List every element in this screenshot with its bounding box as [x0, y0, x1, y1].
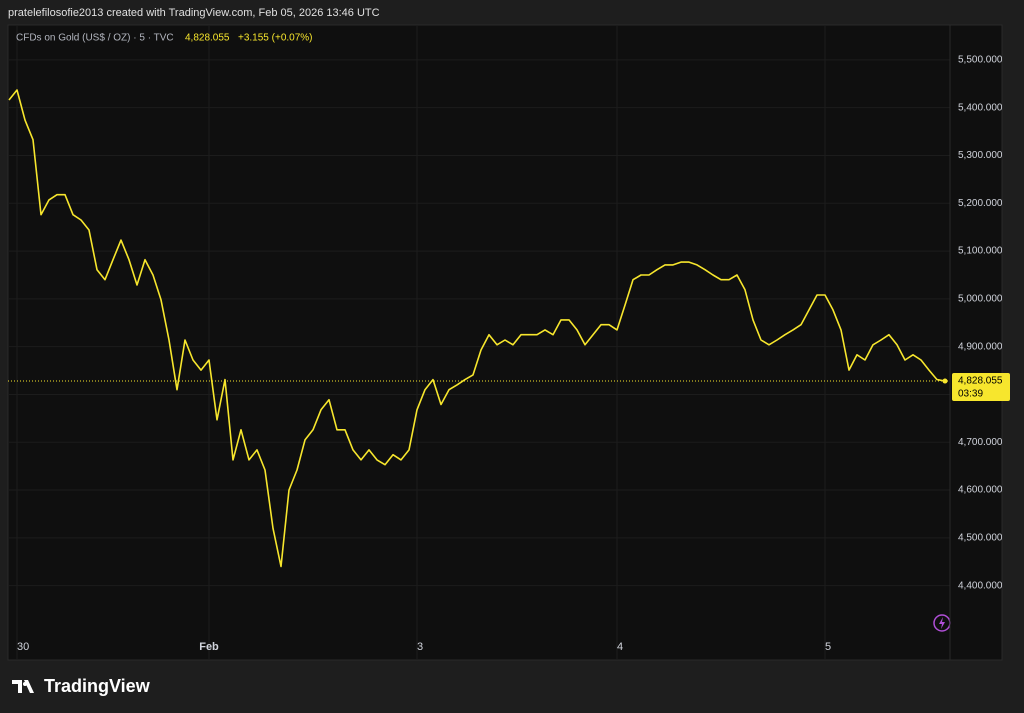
- last-price-label: 4,828.055: [958, 376, 1003, 387]
- y-tick-label: 5,500.000: [958, 55, 1003, 66]
- attribution: pratelefilosofie2013 created with Tradin…: [8, 7, 380, 19]
- y-tick-label: 4,400.000: [958, 580, 1003, 591]
- y-tick-label: 5,300.000: [958, 150, 1003, 161]
- y-tick-label: 4,600.000: [958, 485, 1003, 496]
- legend-change: +3.155 (+0.07%): [238, 33, 313, 44]
- price-line: [8, 89, 946, 568]
- x-tick-label: 5: [825, 641, 831, 653]
- last-price-box: [952, 373, 1010, 402]
- y-tick-label: 5,100.000: [958, 246, 1003, 257]
- legend-price: 4,828.055: [185, 33, 230, 44]
- x-tick-label: 3: [417, 641, 423, 653]
- brand: TradingView: [44, 676, 151, 696]
- countdown: 03:39: [958, 389, 983, 400]
- y-tick-label: 4,500.000: [958, 532, 1003, 543]
- brand-logo: [12, 680, 34, 693]
- y-tick-label: 5,400.000: [958, 102, 1003, 113]
- chart-panel: [7, 24, 1003, 661]
- y-tick-label: 5,000.000: [958, 294, 1003, 305]
- grid: [8, 25, 950, 660]
- x-tick-label: 4: [617, 641, 623, 653]
- chart-title: CFDs on Gold (US$ / OZ) · 5 · TVC: [16, 33, 174, 44]
- last-point: [942, 378, 948, 384]
- y-tick-label: 4,700.000: [958, 437, 1003, 448]
- y-tick-label: 4,900.000: [958, 341, 1003, 352]
- x-tick-label: 30: [17, 641, 29, 653]
- y-tick-label: 5,200.000: [958, 198, 1003, 209]
- x-tick-label: Feb: [199, 641, 219, 653]
